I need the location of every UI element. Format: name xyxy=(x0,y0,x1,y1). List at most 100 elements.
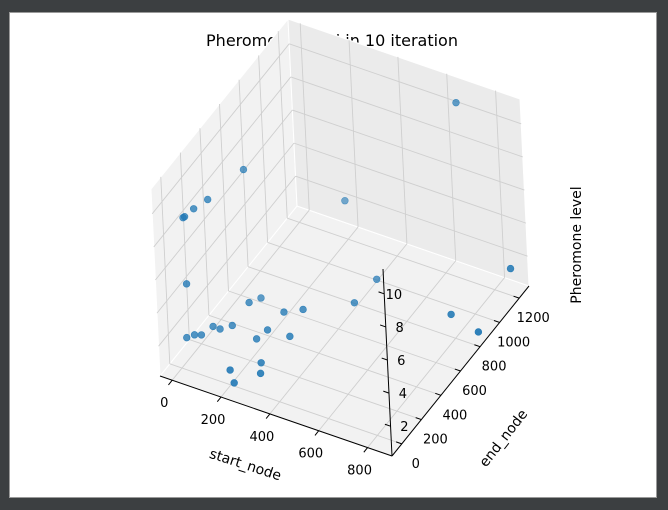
data-point xyxy=(203,195,212,204)
z-axis-tick-label: 8 xyxy=(396,321,404,336)
y-axis-tick-label: 0 xyxy=(412,457,420,472)
y-axis-tick xyxy=(474,344,481,348)
x-axis-tick xyxy=(265,413,271,419)
data-point xyxy=(341,197,349,205)
grid-line-y xyxy=(179,152,190,340)
grid-line-z xyxy=(153,76,292,248)
data-point xyxy=(286,332,294,341)
data-point xyxy=(299,305,307,314)
data-point xyxy=(239,165,248,174)
data-point xyxy=(182,280,191,288)
grid-line-z xyxy=(155,109,293,281)
grid-line-z xyxy=(292,109,525,191)
grid-line-z xyxy=(151,43,290,215)
grid-line-z xyxy=(293,142,527,224)
scatter-3d-chart: Pheromone level in 10 iteration 02004006… xyxy=(150,17,585,484)
x-axis-line xyxy=(159,375,393,457)
grid-line-y xyxy=(199,128,210,316)
grid-line-z xyxy=(290,76,523,158)
x-axis-tick-label: 200 xyxy=(201,413,226,428)
data-point xyxy=(506,264,515,273)
grid-line-y xyxy=(277,31,288,219)
grid-line-y xyxy=(287,217,520,299)
z-axis-tick-label: 10 xyxy=(386,288,403,303)
data-point xyxy=(280,308,288,316)
data-point xyxy=(257,359,265,367)
data-point xyxy=(452,98,460,107)
data-point xyxy=(209,322,217,331)
z-axis-label: Pheromone level xyxy=(569,186,585,303)
x-axis-label: start_node xyxy=(207,446,283,484)
data-point xyxy=(228,321,236,330)
y-axis-label: end_node xyxy=(477,407,532,471)
data-point xyxy=(373,275,381,283)
z-axis-tick xyxy=(384,423,391,427)
data-point xyxy=(447,310,455,319)
data-point xyxy=(263,326,272,334)
data-point xyxy=(216,325,224,333)
grid-line-x xyxy=(299,23,310,211)
z-axis-tick-label: 4 xyxy=(399,387,407,402)
y-axis-tick xyxy=(493,319,500,323)
z-axis-tick xyxy=(378,291,385,295)
data-point xyxy=(245,298,253,307)
data-point xyxy=(189,205,198,213)
y-axis-tick-label: 200 xyxy=(423,433,448,448)
y-axis-tick xyxy=(513,295,520,299)
grid-line-y xyxy=(247,266,481,348)
x-axis-tick-label: 400 xyxy=(249,430,274,445)
grid-line-z xyxy=(295,175,528,257)
data-point xyxy=(257,294,265,302)
y-axis-tick-label: 1200 xyxy=(517,311,550,326)
z-axis-line xyxy=(382,268,393,457)
grid-lines xyxy=(151,23,528,448)
data-point xyxy=(230,379,238,387)
data-point xyxy=(179,213,187,222)
grid-line-y xyxy=(219,103,229,292)
data-point xyxy=(252,335,261,343)
grid-line-x xyxy=(446,73,457,261)
data-point xyxy=(183,333,191,342)
data-point xyxy=(256,369,265,378)
grid-line-x xyxy=(348,40,359,228)
data-point xyxy=(226,366,234,374)
z-axis-tick xyxy=(379,324,386,328)
grid-line-y xyxy=(228,290,461,372)
data-point xyxy=(474,328,483,336)
y-axis-tick xyxy=(415,417,422,421)
y-axis-tick xyxy=(435,392,442,396)
z-axis-tick xyxy=(381,357,388,361)
back-wall-pane xyxy=(287,18,530,287)
data-points xyxy=(179,98,515,387)
y-axis-tick-label: 600 xyxy=(462,384,487,399)
grid-line-y xyxy=(169,363,402,445)
x-axis-tick-label: 0 xyxy=(160,396,168,411)
grid-line-z xyxy=(289,43,522,125)
x-axis-tick xyxy=(168,379,173,386)
grid-line-z xyxy=(158,175,296,347)
data-point xyxy=(190,331,199,339)
grid-line-x xyxy=(397,56,408,244)
z-axis-tick-label: 6 xyxy=(397,354,405,369)
y-axis-tick-label: 1000 xyxy=(497,335,530,350)
y-axis-tick xyxy=(454,368,461,372)
x-axis-tick xyxy=(363,447,368,453)
data-point xyxy=(350,299,359,307)
z-axis-tick xyxy=(383,390,390,394)
data-point xyxy=(197,331,206,339)
x-axis-tick-label: 800 xyxy=(347,464,372,479)
z-axis-tick-label: 2 xyxy=(400,420,408,435)
y-axis-tick-label: 800 xyxy=(482,360,507,375)
grid-line-y xyxy=(258,55,269,243)
x-axis-tick-label: 600 xyxy=(298,447,323,462)
y-axis-tick-label: 400 xyxy=(443,408,468,423)
figure-window: Pheromone level in 10 iteration 02004006… xyxy=(9,12,657,498)
grid-line-z xyxy=(156,142,295,314)
grid-line-y xyxy=(208,314,442,396)
grid-line-x xyxy=(495,90,506,278)
y-axis-tick xyxy=(395,441,402,445)
grid-line-y xyxy=(189,339,422,420)
x-axis-tick xyxy=(314,430,320,436)
x-axis-tick xyxy=(216,396,222,403)
